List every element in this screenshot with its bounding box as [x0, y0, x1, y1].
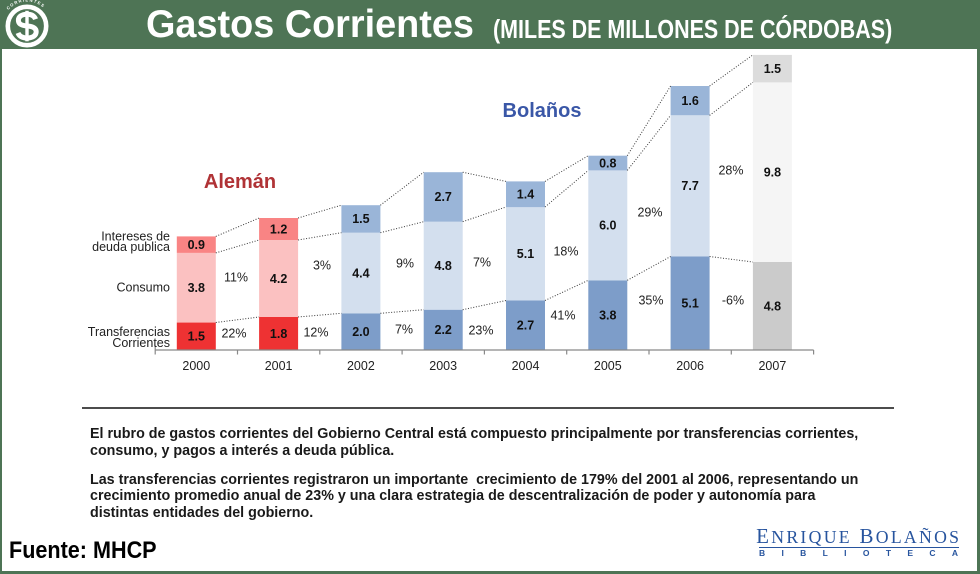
svg-text:1.2: 1.2	[270, 222, 287, 236]
svg-text:1.5: 1.5	[188, 330, 205, 344]
svg-text:2005: 2005	[594, 359, 622, 373]
svg-text:deuda publica: deuda publica	[92, 240, 170, 254]
svg-text:9%: 9%	[396, 257, 414, 271]
svg-text:23%: 23%	[468, 324, 493, 338]
svg-text:0.9: 0.9	[188, 238, 205, 252]
svg-text:3.8: 3.8	[188, 281, 205, 295]
svg-text:4.8: 4.8	[764, 299, 781, 313]
svg-text:2.0: 2.0	[352, 325, 369, 339]
svg-text:2006: 2006	[676, 359, 704, 373]
svg-text:Intereses de: Intereses de	[101, 229, 170, 243]
svg-text:2.7: 2.7	[435, 190, 452, 204]
svg-text:11%: 11%	[224, 271, 248, 285]
svg-text:29%: 29%	[637, 206, 662, 220]
svg-text:2002: 2002	[347, 359, 375, 373]
svg-text:-6%: -6%	[722, 294, 744, 308]
svg-text:2000: 2000	[182, 359, 210, 373]
svg-text:7%: 7%	[473, 256, 491, 270]
svg-text:5.1: 5.1	[681, 297, 698, 311]
svg-text:1.8: 1.8	[270, 327, 287, 341]
svg-text:0.8: 0.8	[599, 156, 616, 170]
svg-text:2.7: 2.7	[517, 319, 534, 333]
svg-text:18%: 18%	[553, 245, 578, 259]
svg-text:28%: 28%	[718, 164, 743, 178]
svg-text:2007: 2007	[758, 359, 786, 373]
svg-text:7.7: 7.7	[681, 179, 698, 193]
svg-text:4.2: 4.2	[270, 272, 287, 286]
svg-text:22%: 22%	[221, 327, 246, 341]
svg-text:Bolaños: Bolaños	[503, 100, 582, 122]
svg-text:Consumo: Consumo	[117, 280, 171, 294]
svg-text:2004: 2004	[512, 359, 540, 373]
svg-text:9.8: 9.8	[764, 166, 781, 180]
svg-text:7%: 7%	[395, 323, 413, 337]
svg-text:6.0: 6.0	[599, 219, 616, 233]
svg-text:Corrientes: Corrientes	[112, 336, 170, 350]
svg-text:41%: 41%	[550, 309, 575, 323]
svg-text:Alemán: Alemán	[204, 171, 276, 193]
svg-text:2001: 2001	[265, 359, 293, 373]
svg-text:Transferencias: Transferencias	[88, 325, 170, 339]
svg-text:1.4: 1.4	[517, 188, 534, 202]
svg-text:1.5: 1.5	[352, 212, 369, 226]
svg-text:35%: 35%	[638, 294, 663, 308]
svg-text:4.4: 4.4	[352, 266, 369, 280]
svg-text:4.8: 4.8	[435, 259, 452, 273]
svg-text:1.6: 1.6	[681, 94, 698, 108]
svg-text:12%: 12%	[303, 326, 328, 340]
svg-text:2.2: 2.2	[435, 323, 452, 337]
svg-text:3.8: 3.8	[599, 309, 616, 323]
svg-text:1.5: 1.5	[764, 62, 781, 76]
svg-text:2003: 2003	[429, 359, 457, 373]
svg-text:3%: 3%	[313, 259, 331, 273]
svg-text:5.1: 5.1	[517, 247, 534, 261]
